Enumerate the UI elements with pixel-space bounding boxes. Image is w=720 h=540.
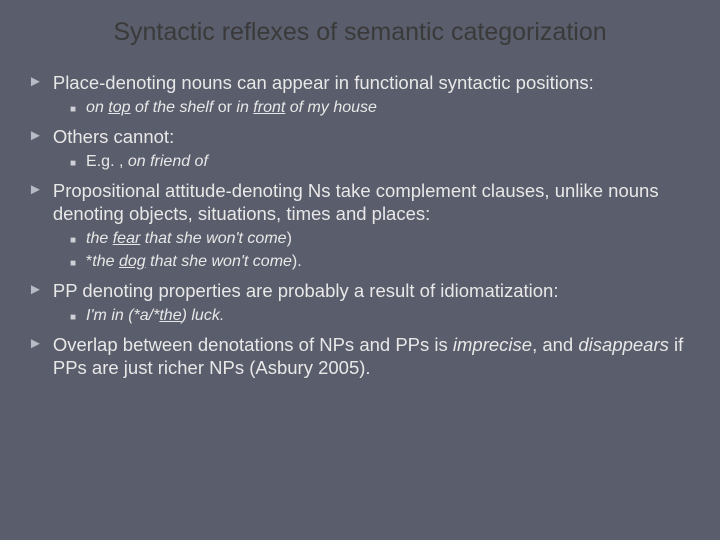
list-item: ► Place-denoting nouns can appear in func… [28, 71, 692, 94]
triangle-bullet-icon: ► [28, 127, 43, 144]
text-run: imprecise [453, 334, 532, 355]
square-bullet-icon: ■ [70, 258, 76, 269]
triangle-bullet-icon: ► [28, 281, 43, 298]
sub-item-text: I'm in (*a/*the) luck. [86, 306, 224, 327]
list-item-text: Overlap between denotations of NPs and P… [53, 333, 692, 379]
sub-list-item: ■ I'm in (*a/*the) luck. [70, 306, 692, 327]
text-run: fear [113, 230, 141, 247]
text-run: the [86, 230, 113, 247]
triangle-bullet-icon: ► [28, 73, 43, 90]
sub-list-item: ■ on top of the shelf or in front of my h… [70, 98, 692, 119]
square-bullet-icon: ■ [70, 104, 76, 115]
text-run: in [236, 99, 253, 116]
text-run: E.g. , [86, 153, 128, 170]
triangle-bullet-icon: ► [28, 335, 43, 352]
text-run: dog [119, 253, 146, 270]
triangle-bullet-icon: ► [28, 181, 43, 198]
slide: Syntactic reflexes of semantic categoriz… [0, 0, 720, 401]
text-run: I'm in (*a/* [86, 307, 159, 324]
list-item-text: Place-denoting nouns can appear in funct… [53, 71, 594, 94]
text-run: of my house [285, 99, 377, 116]
sub-list: ■ E.g. , on friend of [70, 152, 692, 173]
list-item-text: PP denoting properties are probably a re… [53, 279, 559, 302]
sub-item-text: E.g. , on friend of [86, 152, 208, 173]
square-bullet-icon: ■ [70, 312, 76, 323]
sub-item-text: *the dog that she won't come). [86, 252, 302, 273]
list-item-text: Others cannot: [53, 125, 174, 148]
text-run: top [108, 99, 130, 116]
text-run: on [86, 99, 108, 116]
text-run: that she won't come [140, 230, 286, 247]
sub-list-item: ■ *the dog that she won't come). [70, 252, 692, 273]
text-run: that she won't come [146, 253, 292, 270]
list-item: ► Overlap between denotations of NPs and … [28, 333, 692, 379]
sub-list: ■ the fear that she won't come) ■ *the dog … [70, 229, 692, 273]
text-run: ) luck. [182, 307, 225, 324]
text-run: or [213, 99, 236, 116]
text-run: the [159, 307, 181, 324]
text-run: the [92, 253, 119, 270]
text-run: on friend of [128, 153, 208, 170]
sub-item-text: the fear that she won't come) [86, 229, 292, 250]
text-run: disappears [578, 334, 669, 355]
sub-list: ■ I'm in (*a/*the) luck. [70, 306, 692, 327]
bullet-list: ► Place-denoting nouns can appear in func… [28, 71, 692, 379]
text-run: ). [292, 253, 302, 270]
sub-list-item: ■ the fear that she won't come) [70, 229, 692, 250]
text-run: , and [532, 334, 578, 355]
list-item: ► PP denoting properties are probably a r… [28, 279, 692, 302]
text-run: front [253, 99, 285, 116]
sub-item-text: on top of the shelf or in front of my ho… [86, 98, 377, 119]
slide-title: Syntactic reflexes of semantic categoriz… [28, 18, 692, 47]
text-run: Overlap between denotations of NPs and P… [53, 334, 453, 355]
text-run: ) [287, 230, 292, 247]
list-item: ► Others cannot: [28, 125, 692, 148]
list-item: ► Propositional attitude-denoting Ns take… [28, 179, 692, 225]
sub-list: ■ on top of the shelf or in front of my h… [70, 98, 692, 119]
text-run: of the shelf [131, 99, 214, 116]
sub-list-item: ■ E.g. , on friend of [70, 152, 692, 173]
square-bullet-icon: ■ [70, 235, 76, 246]
list-item-text: Propositional attitude-denoting Ns take … [53, 179, 692, 225]
square-bullet-icon: ■ [70, 158, 76, 169]
